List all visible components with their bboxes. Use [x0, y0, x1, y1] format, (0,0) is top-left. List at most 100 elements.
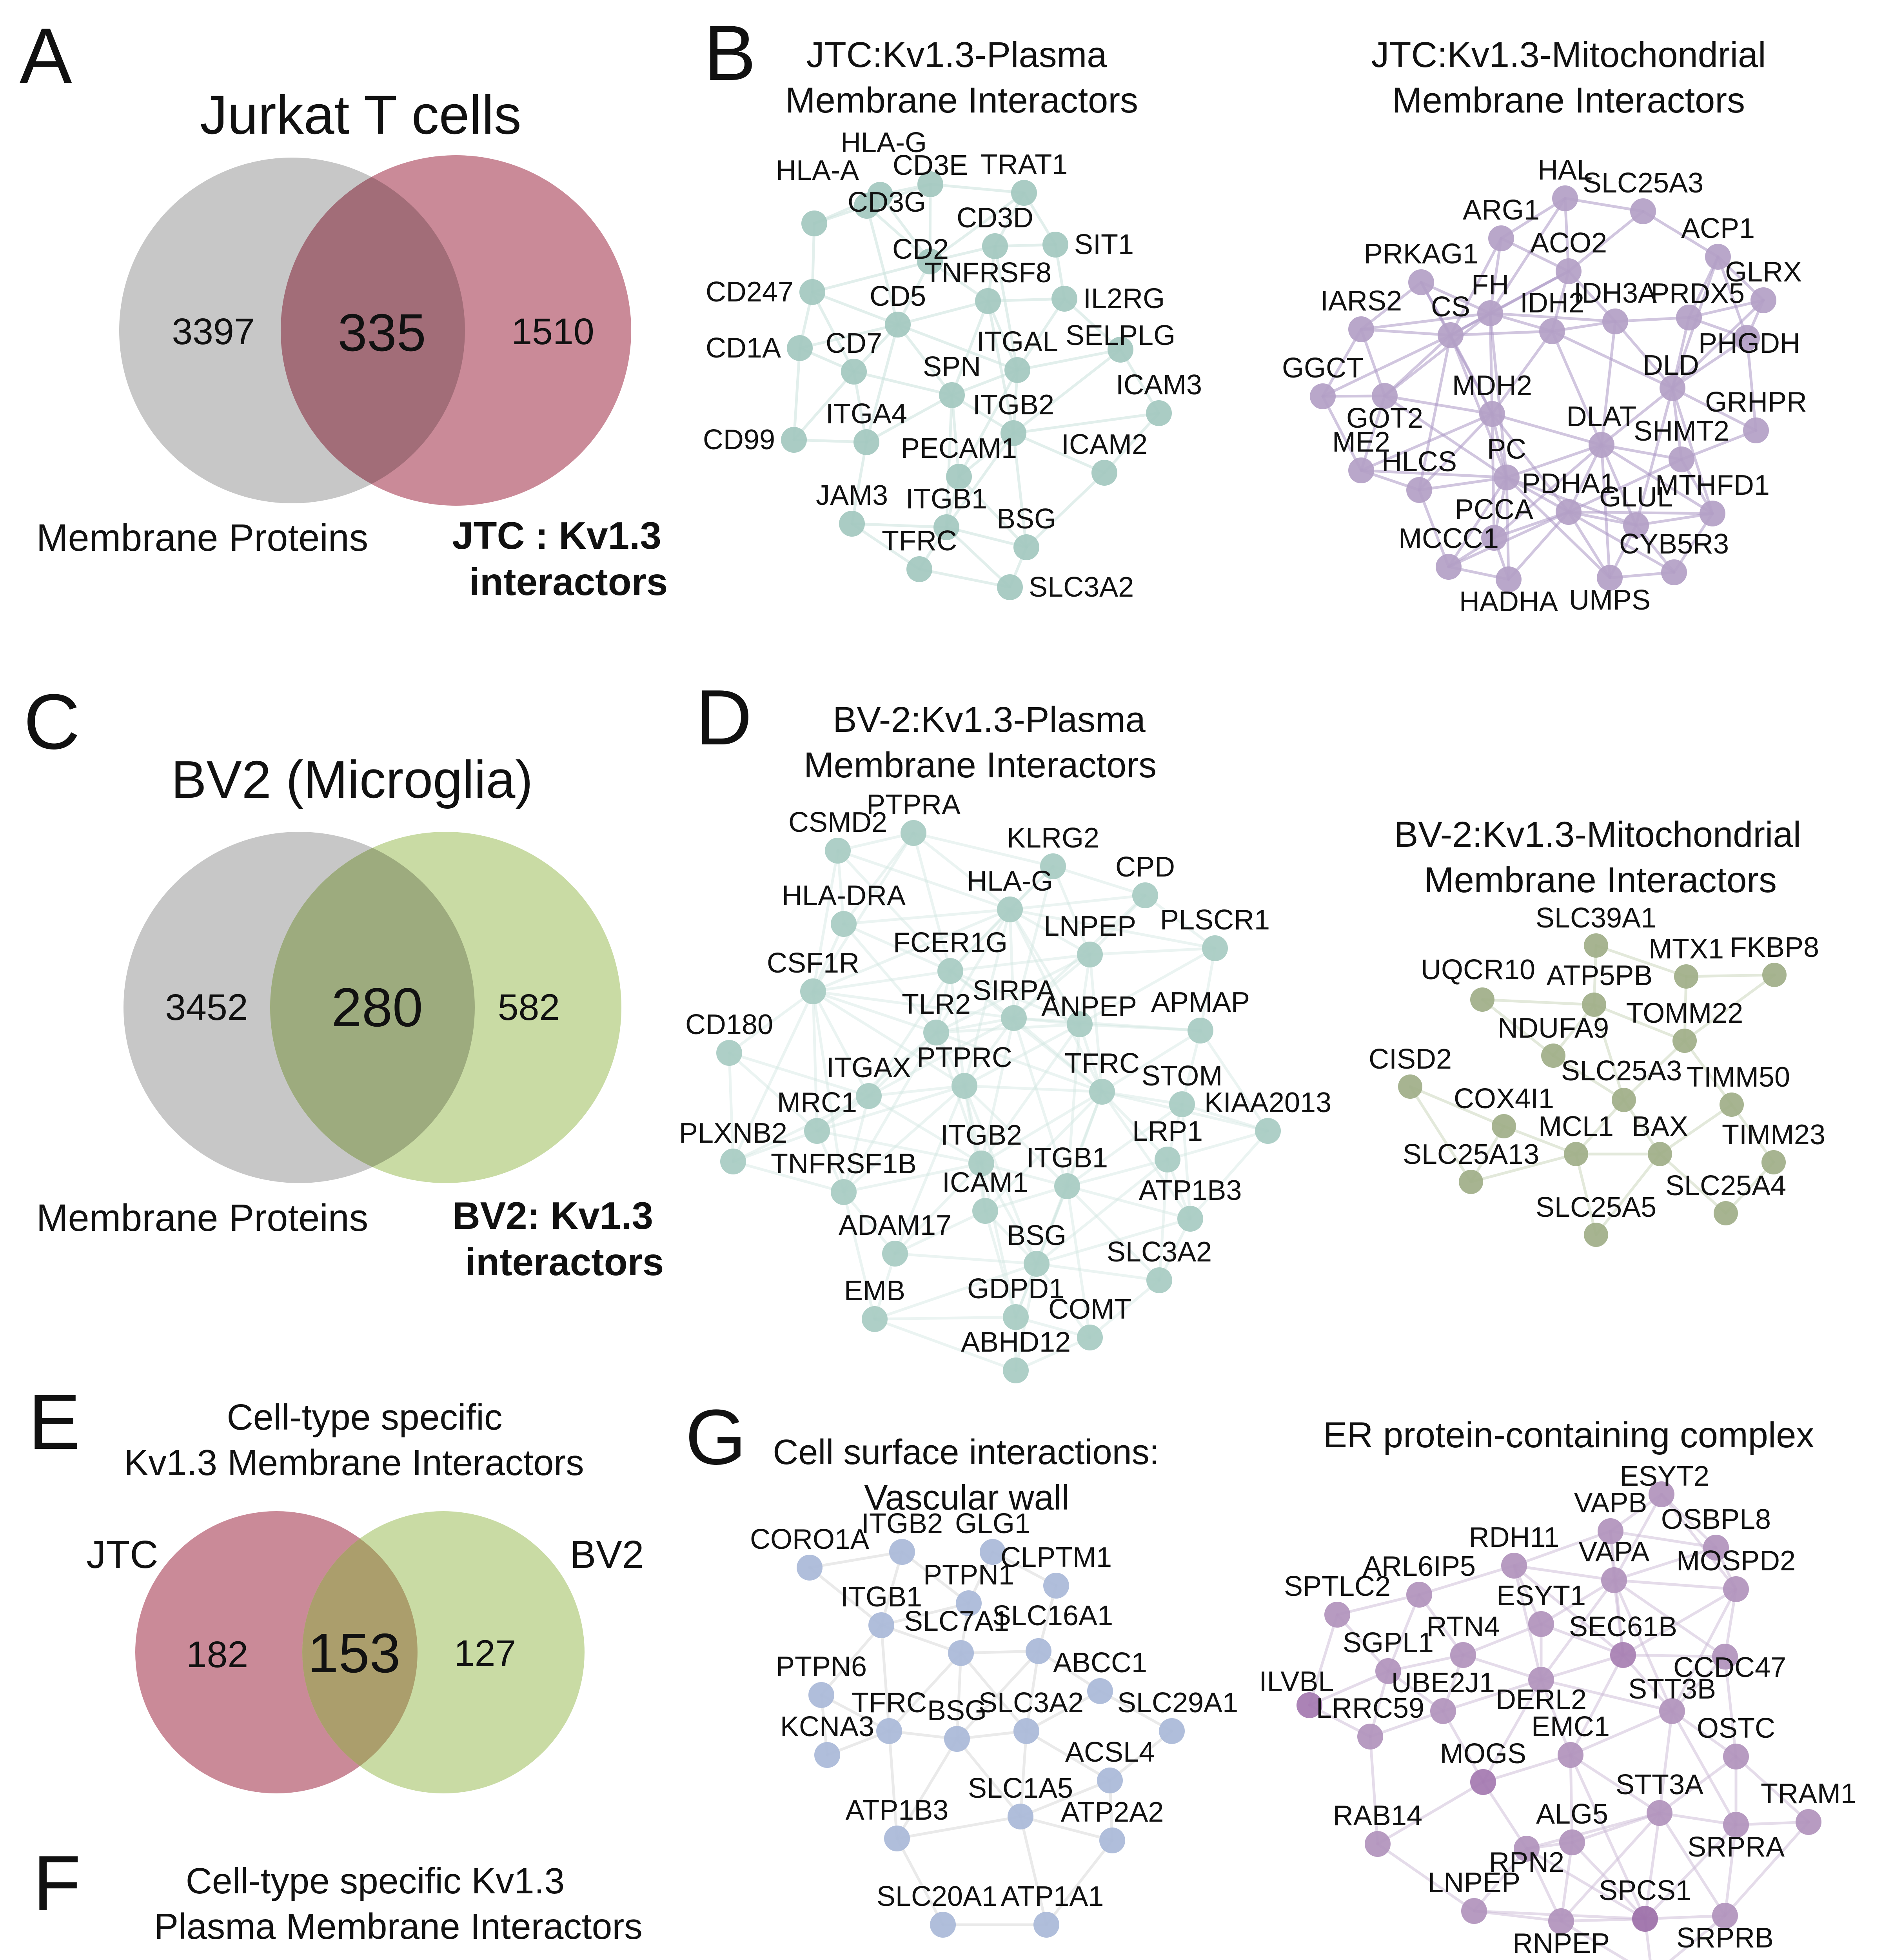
svg-text:CD99: CD99 [703, 424, 775, 456]
svg-text:SGPL1: SGPL1 [1343, 1627, 1434, 1659]
svg-text:CD1A: CD1A [706, 332, 781, 364]
svg-text:ITGB2: ITGB2 [861, 1508, 943, 1539]
svg-text:CD5: CD5 [870, 281, 926, 312]
svg-text:SLC3A2: SLC3A2 [979, 1687, 1084, 1719]
svg-text:MDH2: MDH2 [1452, 370, 1532, 401]
svg-text:PRDX5: PRDX5 [1651, 278, 1745, 309]
svg-text:ITGB1: ITGB1 [906, 483, 987, 515]
svg-text:ATP2A2: ATP2A2 [1061, 1797, 1164, 1828]
svg-text:DLAT: DLAT [1567, 401, 1637, 432]
svg-text:PTPRC: PTPRC [917, 1042, 1012, 1073]
svg-text:BV2: BV2 [570, 1533, 644, 1577]
svg-text:ILVBL: ILVBL [1259, 1666, 1334, 1697]
svg-text:STT3A: STT3A [1616, 1769, 1703, 1800]
svg-text:BV2: Kv1.3: BV2: Kv1.3 [452, 1194, 653, 1237]
svg-text:127: 127 [454, 1633, 516, 1674]
svg-text:ME2: ME2 [1332, 426, 1390, 458]
svg-text:582: 582 [498, 987, 560, 1028]
svg-text:JTC : Kv1.3: JTC : Kv1.3 [452, 514, 661, 557]
svg-text:KLRG2: KLRG2 [1007, 822, 1099, 854]
svg-text:IL2RG: IL2RG [1083, 283, 1165, 314]
svg-text:Membrane Proteins: Membrane Proteins [36, 516, 368, 559]
svg-text:interactors: interactors [465, 1240, 664, 1283]
svg-text:CD3E: CD3E [893, 150, 968, 181]
svg-text:SLC29A1: SLC29A1 [1117, 1687, 1238, 1719]
svg-text:TRAM1: TRAM1 [1761, 1778, 1856, 1809]
svg-text:BSG: BSG [997, 503, 1056, 535]
svg-text:NDUFA9: NDUFA9 [1498, 1013, 1609, 1044]
svg-text:ICAM3: ICAM3 [1116, 369, 1202, 401]
svg-text:ADAM17: ADAM17 [839, 1210, 952, 1241]
svg-text:SLC25A13: SLC25A13 [1403, 1139, 1539, 1170]
svg-text:HADHA: HADHA [1459, 586, 1558, 617]
svg-text:SELPLG: SELPLG [1066, 320, 1175, 351]
svg-text:3397: 3397 [172, 311, 254, 352]
svg-text:ICAM1: ICAM1 [942, 1167, 1028, 1198]
svg-text:BV-2:Kv1.3-Mitochondrial: BV-2:Kv1.3-Mitochondrial [1394, 815, 1801, 855]
svg-text:SPTLC2: SPTLC2 [1284, 1571, 1391, 1602]
svg-text:MOGS: MOGS [1440, 1738, 1526, 1769]
svg-text:JTC:Kv1.3-Mitochondrial: JTC:Kv1.3-Mitochondrial [1371, 35, 1766, 75]
svg-text:IDH2: IDH2 [1520, 287, 1584, 319]
svg-text:HAL: HAL [1538, 154, 1592, 186]
svg-text:TFRC: TFRC [1064, 1048, 1140, 1079]
svg-text:C: C [24, 678, 80, 766]
svg-text:Membrane Proteins: Membrane Proteins [36, 1196, 368, 1239]
svg-text:Membrane Interactors: Membrane Interactors [785, 80, 1138, 120]
svg-text:BV2 (Microglia): BV2 (Microglia) [171, 750, 533, 809]
svg-text:STT3B: STT3B [1628, 1673, 1716, 1705]
svg-text:JAM3: JAM3 [816, 480, 888, 511]
svg-text:SLC25A3: SLC25A3 [1583, 167, 1703, 199]
svg-text:TNFRSF8: TNFRSF8 [924, 257, 1051, 289]
svg-text:153: 153 [308, 1622, 401, 1684]
svg-text:CPD: CPD [1115, 851, 1175, 883]
svg-text:ICAM2: ICAM2 [1061, 429, 1148, 460]
svg-text:TLR2: TLR2 [902, 989, 971, 1020]
svg-text:Jurkat T cells: Jurkat T cells [200, 84, 521, 145]
svg-text:PTPN1: PTPN1 [923, 1559, 1014, 1591]
svg-text:CYB5R3: CYB5R3 [1619, 528, 1729, 560]
svg-text:PTPN6: PTPN6 [776, 1651, 867, 1682]
svg-text:KCNA3: KCNA3 [780, 1711, 874, 1742]
svg-text:LNPEP: LNPEP [1044, 911, 1136, 942]
svg-text:Membrane Interactors: Membrane Interactors [1392, 80, 1745, 120]
svg-text:OSTC: OSTC [1697, 1713, 1775, 1744]
svg-text:MCCC1: MCCC1 [1398, 523, 1499, 554]
svg-text:Cell-type specific: Cell-type specific [227, 1397, 503, 1437]
svg-text:CD180: CD180 [685, 1009, 773, 1040]
svg-text:SLC3A2: SLC3A2 [1029, 572, 1134, 603]
svg-text:ESYT1: ESYT1 [1496, 1580, 1586, 1612]
svg-text:GDPD1: GDPD1 [967, 1273, 1064, 1305]
svg-text:MTX1: MTX1 [1649, 933, 1724, 965]
svg-text:3452: 3452 [165, 987, 248, 1028]
svg-text:SLC39A1: SLC39A1 [1536, 902, 1656, 934]
svg-text:Membrane Interactors: Membrane Interactors [1424, 860, 1777, 900]
svg-text:ATP1B3: ATP1B3 [846, 1795, 949, 1826]
svg-text:RPN2: RPN2 [1489, 1847, 1564, 1878]
svg-text:EMC1: EMC1 [1531, 1711, 1610, 1742]
svg-text:ESYT2: ESYT2 [1620, 1461, 1709, 1492]
svg-text:UMPS: UMPS [1569, 584, 1651, 616]
svg-text:HLA-DRA: HLA-DRA [782, 880, 906, 911]
svg-text:280: 280 [331, 976, 423, 1038]
svg-text:RDH11: RDH11 [1469, 1522, 1560, 1553]
svg-text:SLC20A1: SLC20A1 [877, 1881, 997, 1912]
svg-text:SEC61B: SEC61B [1569, 1611, 1677, 1642]
svg-text:TIMM50: TIMM50 [1687, 1062, 1790, 1093]
svg-text:RTN4: RTN4 [1427, 1611, 1500, 1642]
svg-text:OSBPL8: OSBPL8 [1661, 1504, 1771, 1535]
svg-text:CS: CS [1431, 291, 1470, 323]
svg-text:ANPEP: ANPEP [1041, 991, 1137, 1022]
svg-text:PLXNB2: PLXNB2 [679, 1118, 787, 1149]
svg-text:Cell-type specific Kv1.3: Cell-type specific Kv1.3 [186, 1860, 565, 1901]
svg-text:GGCT: GGCT [1282, 352, 1364, 384]
svg-text:182: 182 [186, 1634, 249, 1675]
svg-text:MCL1: MCL1 [1538, 1111, 1614, 1142]
svg-text:SHMT2: SHMT2 [1634, 416, 1729, 447]
svg-text:1510: 1510 [511, 311, 594, 352]
svg-text:BV-2:Kv1.3-Plasma: BV-2:Kv1.3-Plasma [833, 700, 1146, 740]
svg-text:BSG: BSG [1007, 1220, 1066, 1251]
svg-text:PTPRA: PTPRA [866, 789, 961, 820]
svg-text:FKBP8: FKBP8 [1730, 932, 1819, 963]
svg-text:HLA-G: HLA-G [967, 866, 1053, 897]
